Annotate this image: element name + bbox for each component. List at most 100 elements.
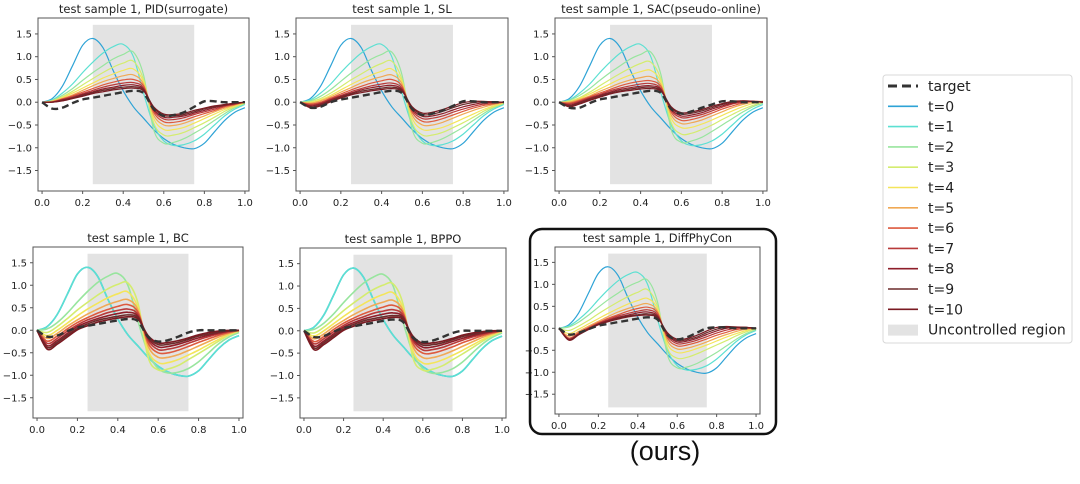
y-tick-label: 1.0 <box>278 282 294 293</box>
y-tick-label: 0.0 <box>16 98 32 109</box>
uncontrolled-region <box>87 253 189 412</box>
x-tick-label: 0.8 <box>714 198 730 209</box>
uncontrolled-region <box>351 24 453 185</box>
x-tick-label: 0.4 <box>110 425 126 436</box>
panel-3: test sample 1, BC 0.0 0.2 0.4 0.6 0.8 1.0 1.5 1.… <box>3 231 247 436</box>
series-line-t7 <box>558 82 763 119</box>
series-line-t4 <box>36 290 240 365</box>
series-line-t9 <box>299 86 504 116</box>
series-line-t7 <box>42 81 246 121</box>
axes-frame <box>554 246 761 415</box>
panel-2: test sample 1, SAC(pseudo-online) 0.0 0.2 0… <box>525 2 771 209</box>
y-tick-label: 0.0 <box>274 98 290 109</box>
series-line-t9 <box>303 314 503 350</box>
legend-label: t=10 <box>928 302 963 318</box>
y-tick-label: −1.5 <box>525 390 549 401</box>
series-line-t8 <box>558 85 763 117</box>
legend-label: t=2 <box>928 140 954 156</box>
y-tick-label: −0.5 <box>525 346 549 357</box>
legend-label: t=9 <box>928 282 954 298</box>
x-tick-label: 0.4 <box>630 421 646 432</box>
y-tick-label: −1.5 <box>3 393 27 404</box>
y-tick-label: −0.5 <box>525 120 549 131</box>
x-tick-label: 0.6 <box>673 198 689 209</box>
y-tick-label: 1.0 <box>533 280 549 291</box>
legend-item: t=3 <box>888 160 954 176</box>
x-tick-label: 0.2 <box>590 421 606 432</box>
series-line-t8 <box>299 84 504 118</box>
legend-label: t=0 <box>928 99 954 115</box>
series-line-t3 <box>303 281 503 372</box>
plot-area <box>303 267 503 378</box>
axes-frame <box>37 17 250 192</box>
series-line-t3 <box>300 59 505 137</box>
y-tick-label: −0.5 <box>3 348 27 359</box>
panel-title: test sample 1, SL <box>352 2 452 16</box>
series-line-t3 <box>558 288 757 360</box>
series-line-t0 <box>558 266 757 374</box>
legend-item: Uncontrolled region <box>888 323 1066 339</box>
x-tick-label: 0.6 <box>414 198 430 209</box>
y-tick-label: 1.5 <box>11 258 27 269</box>
target-line <box>303 318 502 344</box>
legend-item: t=9 <box>888 282 954 298</box>
x-tick-label: 1.0 <box>755 198 771 209</box>
series-line-t0 <box>41 37 246 150</box>
y-tick-label: 1.5 <box>533 258 549 269</box>
series-line-t10 <box>42 87 245 116</box>
legend-label: Uncontrolled region <box>928 323 1066 339</box>
series-line-t8 <box>303 311 503 349</box>
y-tick-label: 1.5 <box>533 29 549 40</box>
y-tick-label: 1.0 <box>11 281 27 292</box>
x-tick-label: 1.0 <box>237 198 253 209</box>
series-line-t7 <box>299 82 504 120</box>
series-line-t4 <box>559 69 764 129</box>
panels-layer: test sample 1, PID(surrogate) 0.0 0.2 0.4 0.… <box>3 2 771 436</box>
legend-item: t=4 <box>888 181 954 197</box>
x-tick-label: 0.6 <box>156 198 172 209</box>
x-tick-label: 0.0 <box>292 198 308 209</box>
legend-label: t=1 <box>928 120 954 136</box>
y-tick-label: 0.0 <box>533 98 549 109</box>
y-tick-label: 0.0 <box>278 326 294 337</box>
x-tick-label: 0.4 <box>375 425 391 436</box>
y-tick-label: 1.0 <box>16 52 32 63</box>
y-tick-label: 0.0 <box>533 324 549 335</box>
legend-item: t=7 <box>888 241 954 257</box>
series-line-t6 <box>559 79 763 122</box>
x-tick-label: 1.0 <box>748 421 764 432</box>
x-tick-label: 0.0 <box>551 198 567 209</box>
series-line-t2 <box>558 278 757 370</box>
x-tick-label: 0.2 <box>69 425 85 436</box>
series-line-t5 <box>300 73 505 127</box>
legend-label: target <box>928 79 971 95</box>
x-tick-label: 1.0 <box>496 198 512 209</box>
legend-item: t=2 <box>888 140 954 156</box>
legend-label: t=6 <box>928 221 954 237</box>
series-line-t5 <box>558 302 757 351</box>
series-line-t6 <box>558 306 757 347</box>
series-line-t6 <box>36 303 240 355</box>
series-line-t9 <box>558 86 763 116</box>
y-tick-label: 0.5 <box>533 302 549 313</box>
series-line-t2 <box>41 50 246 145</box>
series-line-t4 <box>300 67 505 132</box>
y-tick-label: −0.5 <box>8 120 32 131</box>
uncontrolled-region <box>608 253 707 408</box>
legend: target t=0 t=1 t=2 t=3 t=4 t=5 t=6 t=7 t=8 t=9 t=10… <box>882 74 1073 344</box>
x-tick-label: 0.6 <box>150 425 166 436</box>
panel-title: test sample 1, PID(surrogate) <box>59 2 228 16</box>
x-tick-label: 0.4 <box>374 198 390 209</box>
series-line-t9 <box>36 314 240 349</box>
axes-frame <box>32 246 244 419</box>
legend-item: t=6 <box>888 221 954 237</box>
y-tick-label: −1.5 <box>270 393 294 404</box>
x-tick-label: 0.8 <box>709 421 725 432</box>
series-line-t4 <box>42 67 246 132</box>
y-tick-label: −1.5 <box>525 166 549 177</box>
ours-label: (ours) <box>629 436 701 466</box>
series-line-t3 <box>36 280 240 372</box>
legend-swatch-patch <box>888 324 918 336</box>
panel-5: test sample 1, DiffPhyCon 0.0 0.2 0.4 0.6 0.8… <box>525 231 764 432</box>
legend-label: t=7 <box>928 241 954 257</box>
